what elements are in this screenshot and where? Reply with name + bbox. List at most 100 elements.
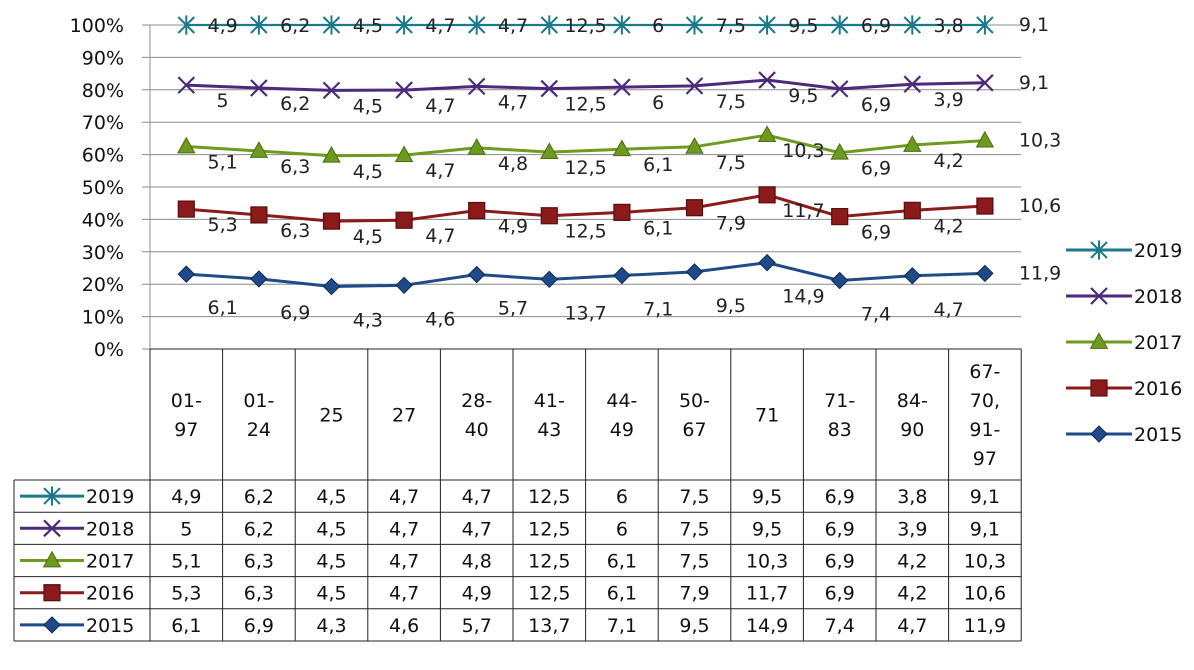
legend-item-2018: 2018 bbox=[1066, 286, 1182, 308]
data-label: 5,7 bbox=[498, 298, 528, 320]
table-cell: 4,5 bbox=[316, 518, 346, 540]
data-point-marker bbox=[394, 145, 414, 163]
data-label: 4,8 bbox=[498, 153, 528, 175]
y-tick-label: 20% bbox=[82, 274, 124, 296]
category-label: 91- bbox=[969, 419, 1000, 441]
data-label: 7,9 bbox=[716, 213, 746, 235]
data-label: 7,5 bbox=[716, 91, 746, 113]
data-label: 4,7 bbox=[425, 15, 455, 37]
table-cell: 6,2 bbox=[244, 486, 274, 508]
data-label: 5,1 bbox=[207, 152, 237, 174]
legend-item-2019: 2019 bbox=[1066, 240, 1182, 262]
data-point-marker bbox=[685, 77, 704, 95]
table-cell: 4,8 bbox=[462, 551, 492, 573]
data-label: 10,3 bbox=[782, 140, 824, 162]
category-label: 67 bbox=[682, 419, 706, 441]
table-series-name: 2019 bbox=[86, 486, 134, 508]
data-point-marker bbox=[540, 142, 559, 160]
category-label: 70, bbox=[970, 390, 1000, 412]
data-point-marker bbox=[177, 265, 196, 283]
data-label: 4,2 bbox=[933, 215, 963, 237]
data-label: 7,1 bbox=[643, 299, 673, 321]
table-cell: 4,7 bbox=[462, 518, 492, 540]
data-label: 4,2 bbox=[933, 150, 963, 172]
category-label: 97 bbox=[174, 419, 198, 441]
data-point-marker bbox=[685, 15, 704, 35]
data-point-marker bbox=[830, 142, 849, 160]
table-cell: 6,9 bbox=[825, 486, 855, 508]
data-label: 4,7 bbox=[425, 225, 455, 247]
data-label: 9,5 bbox=[788, 15, 818, 37]
data-label: 4,5 bbox=[353, 15, 383, 37]
y-tick-label: 70% bbox=[82, 112, 124, 134]
y-tick-label: 10% bbox=[82, 307, 124, 329]
table-cell: 3,8 bbox=[897, 486, 927, 508]
table-cell: 6,1 bbox=[607, 583, 637, 605]
data-point-marker bbox=[903, 135, 922, 152]
table-cell: 5,3 bbox=[171, 583, 201, 605]
legend-item-2015: 2015 bbox=[1066, 424, 1182, 446]
data-label: 4,7 bbox=[425, 160, 455, 182]
data-point-marker bbox=[540, 79, 559, 98]
data-label: 3,8 bbox=[933, 15, 963, 37]
y-tick-label: 0% bbox=[94, 339, 124, 361]
data-label: 6,1 bbox=[643, 217, 673, 239]
table-cell: 4,7 bbox=[389, 486, 419, 508]
data-point-marker bbox=[685, 136, 704, 154]
legend-label: 2015 bbox=[1134, 424, 1182, 446]
table-series-name: 2015 bbox=[86, 615, 134, 637]
table-cell: 4,7 bbox=[462, 486, 492, 508]
table-cell: 3,9 bbox=[897, 518, 927, 540]
data-point-marker bbox=[976, 264, 994, 283]
data-label: 12,5 bbox=[564, 94, 606, 116]
data-point-marker bbox=[177, 200, 195, 218]
data-point-marker bbox=[1089, 332, 1109, 349]
table-cell: 9,5 bbox=[752, 518, 782, 540]
table-cell: 4,9 bbox=[171, 486, 201, 508]
category-label: 83 bbox=[828, 419, 852, 441]
data-labels: 4,9 6,2 4,5 4,7 4,7 12,5 6 7,5 9,5 6,9 3,8 9,1 5 6,2 4… bbox=[207, 14, 1061, 332]
table-series-name: 2017 bbox=[86, 551, 134, 573]
category-label: 49 bbox=[610, 419, 634, 441]
data-label: 6,9 bbox=[280, 302, 310, 324]
y-tick-label: 50% bbox=[82, 177, 124, 199]
table-cell: 4,5 bbox=[316, 486, 346, 508]
category-label: 27 bbox=[392, 405, 416, 427]
data-point-marker bbox=[758, 15, 776, 35]
table-cell: 4,9 bbox=[462, 583, 492, 605]
y-tick-label: 40% bbox=[82, 209, 124, 231]
table-cell: 6,9 bbox=[825, 518, 855, 540]
data-label: 9,5 bbox=[716, 295, 746, 317]
y-tick-label: 30% bbox=[82, 242, 124, 264]
data-label: 9,1 bbox=[1019, 72, 1049, 94]
series-line-2016 bbox=[186, 193, 985, 223]
data-label: 4,7 bbox=[933, 299, 963, 321]
table-cell: 5,1 bbox=[171, 551, 201, 573]
data-label: 4,5 bbox=[353, 161, 383, 183]
data-label: 6,2 bbox=[280, 93, 310, 115]
category-label: 40 bbox=[465, 419, 489, 441]
category-label: 24 bbox=[247, 419, 271, 441]
table-cell: 12,5 bbox=[528, 486, 570, 508]
table-cell: 10,6 bbox=[964, 583, 1006, 605]
data-label: 4,7 bbox=[425, 95, 455, 117]
table-cell: 5,7 bbox=[462, 615, 492, 637]
data-point-marker bbox=[467, 15, 486, 35]
y-tick-label: 60% bbox=[82, 145, 124, 167]
table-cell: 9,5 bbox=[752, 486, 782, 508]
data-point-marker bbox=[903, 15, 922, 35]
data-label: 4,5 bbox=[353, 95, 383, 117]
data-table: 01- 97 01- 24 25 27 28- 40 41- 43 44- 49 50- 67 71 71- 8… bbox=[13, 348, 1022, 642]
legend: 2019 2018 2017 2016 2015 bbox=[1066, 240, 1182, 446]
data-point-marker bbox=[1090, 240, 1108, 260]
table-cell: 9,5 bbox=[679, 615, 709, 637]
data-label: 5 bbox=[217, 90, 229, 112]
data-point-marker bbox=[467, 137, 486, 155]
legend-label: 2018 bbox=[1134, 286, 1182, 308]
data-point-marker bbox=[322, 15, 341, 35]
category-label: 67- bbox=[969, 361, 1000, 383]
data-point-marker bbox=[42, 550, 62, 568]
table-cell: 4,7 bbox=[389, 583, 419, 605]
data-point-marker bbox=[249, 141, 269, 158]
data-label: 13,7 bbox=[564, 302, 606, 324]
